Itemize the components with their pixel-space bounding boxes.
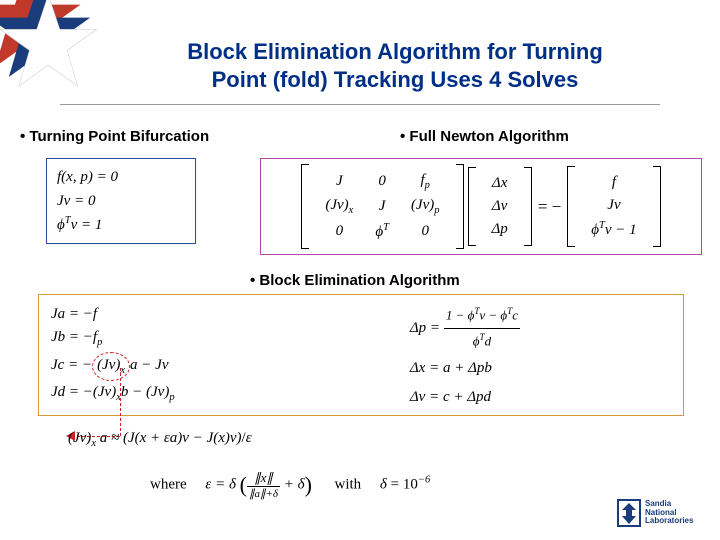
newton-rhs: fJvϕTv − 1 [567, 166, 660, 247]
elim-dp: Δp = 1 − ϕTv − ϕTcϕTd [410, 303, 671, 354]
newton-equals: = − [532, 197, 567, 217]
with-label: with [334, 476, 361, 492]
bullet-newton: • Full Newton Algorithm [400, 128, 569, 145]
newton-vector-dx: ΔxΔvΔp [468, 167, 532, 246]
bif-eq-1: f(x, p) = 0 [57, 165, 185, 189]
elim-dv: Δv = c + Δpd [410, 383, 671, 412]
sandia-line-3: Laboratories [645, 517, 693, 525]
where-row: where ε = δ (∥x∥∥a∥+δ + δ) with δ = 10−6 [150, 470, 430, 500]
where-label: where [150, 476, 187, 492]
dashed-arrow-line [120, 368, 121, 436]
slide-title: Block Elimination Algorithm for Turning … [110, 38, 680, 93]
elim-eq-3: Jc = −(Jv)xa − Jv [51, 352, 386, 381]
corner-star-logo [0, 0, 110, 110]
elim-dx: Δx = a + Δpb [410, 354, 671, 383]
title-underline [60, 104, 660, 105]
elim-eq-4: Jd = −(Jv)xb − (Jv)p [51, 381, 386, 406]
circled-jvx-1: (Jv)x [92, 352, 130, 381]
sandia-thunderbird-icon [616, 498, 642, 528]
circled-jvx-2: (Jv)x [93, 384, 121, 400]
sandia-text: Sandia National Laboratories [645, 500, 693, 525]
elim-eq-2: Jb = −fp [51, 326, 386, 351]
elimination-left-col: Ja = −f Jb = −fp Jc = −(Jv)xa − Jv Jd = … [39, 295, 398, 415]
newton-matrix-A: J0fp (Jv)xJ(Jv)p 0ϕT0 [301, 164, 463, 249]
sandia-logo: Sandia National Laboratories [616, 496, 706, 530]
bif-eq-2: Jv = 0 [57, 189, 185, 213]
bullet-bifurcation: • Turning Point Bifurcation [20, 128, 209, 145]
bifurcation-box: f(x, p) = 0 Jv = 0 ϕTv = 1 [46, 158, 196, 244]
title-line-1: Block Elimination Algorithm for Turning [187, 39, 603, 64]
newton-box: J0fp (Jv)xJ(Jv)p 0ϕT0 ΔxΔvΔp = − fJvϕTv … [260, 158, 702, 255]
bif-eq-3: ϕTv = 1 [57, 213, 185, 237]
title-line-2: Point (fold) Tracking Uses 4 Solves [212, 67, 579, 92]
elimination-right-col: Δp = 1 − ϕTv − ϕTcϕTd Δx = a + Δpb Δv = … [398, 295, 683, 415]
elimination-box: Ja = −f Jb = −fp Jc = −(Jv)xa − Jv Jd = … [38, 294, 684, 416]
elim-eq-1: Ja = −f [51, 303, 386, 326]
bullet-elimination: • Block Elimination Algorithm [250, 272, 460, 289]
approx-expression: (Jv)x a ≈ (J(x + εa)v − J(x)v)/ε [68, 430, 252, 449]
